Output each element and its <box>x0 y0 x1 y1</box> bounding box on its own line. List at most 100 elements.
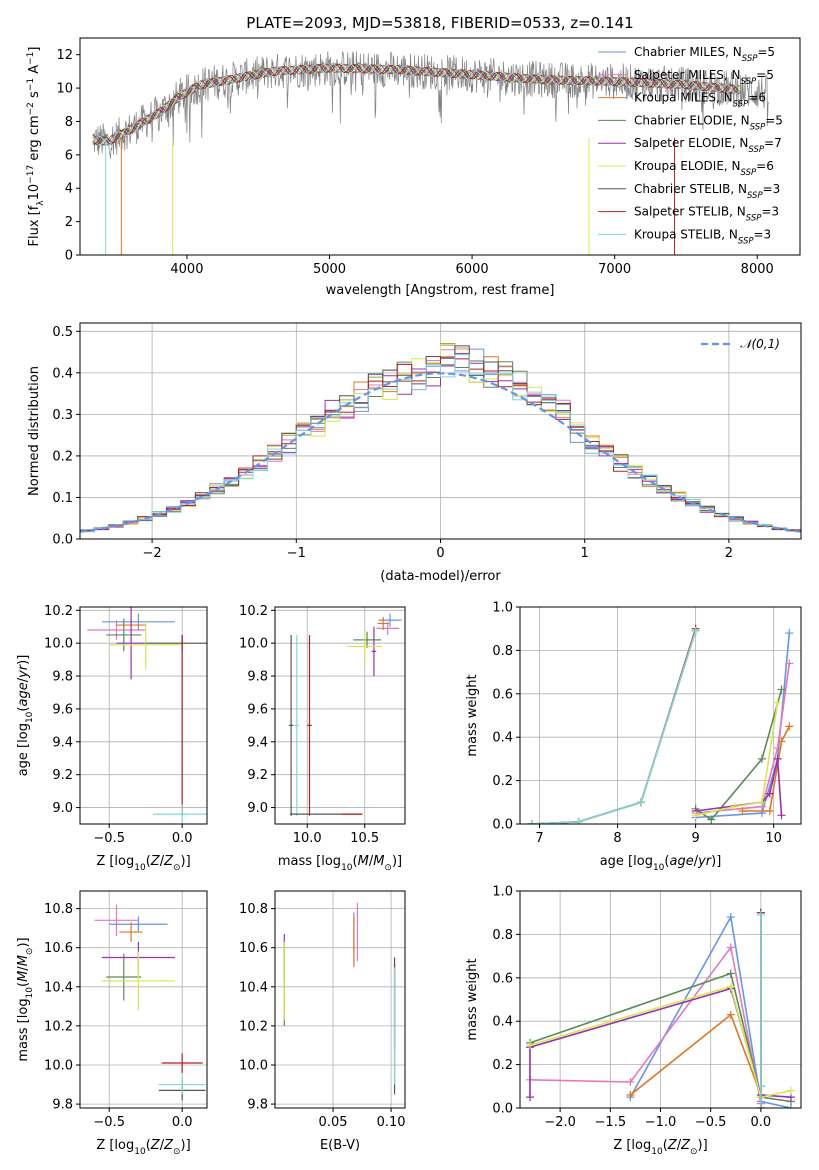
axes-frame <box>274 890 406 1109</box>
y-tick-label: 4 <box>65 182 73 197</box>
label-part: Z [log <box>96 854 134 869</box>
label-part: −1 <box>26 52 36 65</box>
panel-massweight_vs_Z: −2.0 −1.5 −1.0 −0.5 0.0 0.0 0.2 0.4 0.6 0.8 1.0 Z [… <box>465 885 802 1157</box>
weight-marker-8 <box>756 910 765 919</box>
label-part: 10 <box>651 1147 663 1157</box>
label-part: )] <box>16 937 31 947</box>
y-tick-label: 0.6 <box>492 687 513 702</box>
y-tick-label: 9.8 <box>52 1098 73 1113</box>
y-tick-label: 1.0 <box>492 885 513 900</box>
weight-marker-3 <box>707 815 716 824</box>
label-part: ⊙ <box>384 863 392 873</box>
y-tick-label: 0.4 <box>52 366 73 381</box>
legend-sub: SSP <box>742 54 758 64</box>
weight-marker-8 <box>691 626 700 635</box>
y-tick-label: 9.6 <box>52 702 73 717</box>
y-tick-label: 0.4 <box>492 731 513 746</box>
weight-line-7 <box>531 628 697 824</box>
legend-sub: SSP <box>741 77 757 87</box>
weight-line-3 <box>529 972 792 1103</box>
label-part: )] <box>698 1138 708 1153</box>
label-part: −1 <box>26 78 36 91</box>
label-part: )] <box>16 655 31 665</box>
weight-marker-1 <box>726 943 735 952</box>
panel-residuals: −2 −1 0 1 2 0.0 0.1 0.2 0.3 0.4 0.5 𝒩(0,1) (data-mod… <box>27 322 802 584</box>
weight-line-1 <box>529 945 762 1104</box>
label-part: ⊙ <box>173 1147 181 1157</box>
y-tick-label: 0.5 <box>52 325 73 340</box>
weight-marker-4 <box>773 754 782 763</box>
label-part: / <box>369 854 374 869</box>
label-part: Z <box>163 854 174 869</box>
grid <box>520 606 801 825</box>
plot-area <box>92 51 769 255</box>
x-tick-label: −1.5 <box>595 1115 627 1130</box>
x-tick-label: 0.0 <box>172 831 193 846</box>
label-part: 10 <box>27 184 42 201</box>
label-part: M <box>358 854 369 869</box>
x-tick-label: 4000 <box>170 262 203 277</box>
legend-model: Kroupa MILES, N <box>634 91 733 105</box>
y-tick-label: 10 <box>56 82 73 97</box>
x-tick-label: 10.0 <box>293 831 322 846</box>
legend-nssp: =5 <box>756 68 774 82</box>
legend-sub: SSP <box>748 145 764 155</box>
label-part: age [log <box>16 723 31 776</box>
y-axis-label: mass [log10(M/M⊙)] <box>16 937 35 1061</box>
x-tick-label: 0.05 <box>319 1115 348 1130</box>
weight-marker-2 <box>726 1010 735 1019</box>
x-tick-label: −2 <box>143 546 162 561</box>
y-tick-label: 10.2 <box>239 1019 268 1034</box>
legend-nssp: =6 <box>756 159 774 173</box>
y-tick-label: 0 <box>65 249 73 264</box>
legend-sub: SSP <box>738 236 754 246</box>
x-tick-label: 7000 <box>598 262 631 277</box>
x-tick-label: −0.5 <box>93 831 125 846</box>
legend-model: Kroupa ELODIE, N <box>634 159 741 173</box>
label-part: ( <box>663 1138 668 1153</box>
y-tick-label: 8 <box>65 115 73 130</box>
x-tick-label: −1 <box>287 546 306 561</box>
weight-line-0 <box>629 914 792 1108</box>
y-axis-label: age [log10(age/yr)] <box>16 655 35 777</box>
panel-mass_vs_Z: −0.5 0.09.810.010.210.410.610.8Z [log10(Z… <box>16 890 208 1157</box>
y-tick-label: 10.0 <box>239 1058 268 1073</box>
label-part: M <box>16 971 31 982</box>
weight-marker-4 <box>765 789 774 798</box>
weight-line-0 <box>695 632 791 819</box>
label-part: Z <box>667 1138 678 1153</box>
label-part: / <box>694 854 699 869</box>
legend-sub: SSP <box>746 214 762 224</box>
label-part: Normed distribution <box>27 366 42 496</box>
plot-area <box>283 902 396 1095</box>
weight-marker-5 <box>773 698 782 707</box>
legend-model: Salpeter MILES, N <box>634 68 741 82</box>
y-tick-label: 0.1 <box>52 491 73 506</box>
x-tick-label: −1.0 <box>645 1115 677 1130</box>
weight-line-1 <box>695 663 791 814</box>
legend-label-5: Kroupa ELODIE, NSSP=6 <box>634 159 774 178</box>
label-part: Z <box>163 1138 174 1153</box>
model-fit-4 <box>92 63 740 146</box>
x-axis-label: age [log10(age/yr)] <box>600 854 722 873</box>
y-tick-label: 0.0 <box>492 818 513 833</box>
label-part: Z [log <box>96 1138 134 1153</box>
y-tick-label: 0.4 <box>492 1015 513 1030</box>
weight-line-6 <box>531 630 697 824</box>
x-axis-label: wavelength [Angstrom, rest frame] <box>326 283 555 298</box>
legend-model: Salpeter STELIB, N <box>634 205 746 219</box>
legend-label-2: Kroupa MILES, NSSP=6 <box>634 91 766 110</box>
x-tick-label: 0.0 <box>172 1115 193 1130</box>
label-part: )] <box>181 854 191 869</box>
panel-age_vs_Z: −0.5 0.09.09.29.49.69.810.010.2Z [log10(Z… <box>16 604 208 873</box>
label-part: Z <box>150 1138 161 1153</box>
weight-marker-3 <box>777 685 786 694</box>
legend-label-6: Chabrier STELIB, NSSP=3 <box>634 182 780 201</box>
model-fit-7 <box>92 63 740 145</box>
y-tick-label: 6 <box>65 148 73 163</box>
model-fit-8 <box>92 63 740 146</box>
legend-label-7: Salpeter STELIB, NSSP=3 <box>634 205 779 224</box>
label-part: age [log <box>600 854 653 869</box>
y-tick-label: 9.8 <box>52 670 73 685</box>
